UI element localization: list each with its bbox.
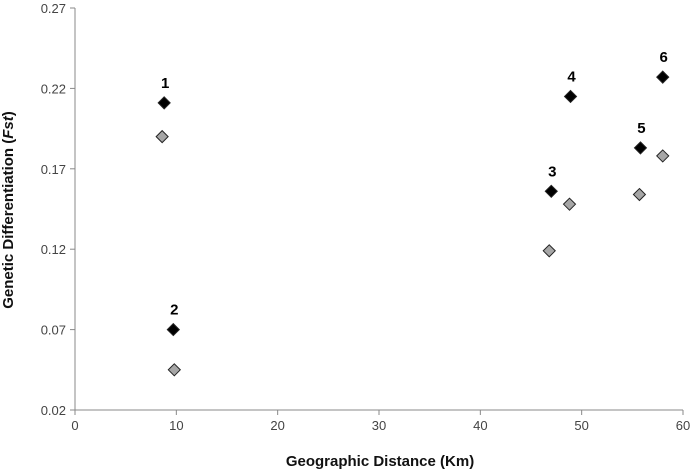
y-axis-ticks: 0.02 0.07 0.12 0.17 0.22 0.27 (41, 1, 75, 418)
y-tick-label: 0.12 (41, 242, 66, 257)
data-point-marker (542, 244, 556, 258)
point-labels: 1 2 3 4 5 6 (161, 49, 668, 318)
point-label: 1 (161, 75, 169, 92)
data-point-marker (633, 141, 648, 155)
data-point-marker (656, 70, 670, 84)
plot-area (74, 8, 683, 411)
y-tick-label: 0.22 (41, 81, 66, 96)
data-point-marker (157, 96, 171, 110)
y-axis-title-italic: Fst (0, 115, 17, 139)
y-tick-label: 0.07 (41, 323, 66, 338)
y-tick-label: 0.02 (41, 403, 66, 418)
x-tick-label: 10 (169, 418, 183, 433)
data-point-marker (155, 129, 169, 144)
data-point-marker (656, 149, 670, 163)
x-tick-label: 50 (574, 418, 588, 433)
y-axis-title-suffix: ) (0, 111, 17, 116)
data-point-marker (167, 363, 182, 377)
data-point-marker (563, 89, 578, 104)
y-axis-title-prefix: Genetic Differentiation ( (0, 139, 17, 309)
data-point-marker (544, 184, 558, 199)
data-point-marker (166, 322, 181, 337)
x-axis-title: Geographic Distance (Km) (286, 453, 474, 470)
point-label: 3 (548, 163, 556, 180)
x-axis-ticks: 0 10 20 30 40 50 60 (71, 410, 690, 433)
x-tick-label: 0 (71, 418, 78, 433)
point-label: 2 (170, 302, 178, 319)
x-tick-label: 40 (473, 418, 487, 433)
data-point-marker (632, 187, 647, 202)
y-tick-label: 0.27 (41, 1, 66, 16)
y-tick-label: 0.17 (41, 162, 66, 177)
point-label: 4 (567, 68, 576, 85)
y-axis-title: Genetic Differentiation (Fst) (0, 111, 17, 309)
data-markers (155, 70, 670, 377)
x-tick-label: 60 (676, 418, 690, 433)
x-tick-label: 20 (270, 418, 284, 433)
data-point-marker (562, 197, 577, 211)
point-label: 5 (637, 120, 645, 137)
point-label: 6 (660, 49, 668, 66)
x-tick-label: 30 (372, 418, 386, 433)
